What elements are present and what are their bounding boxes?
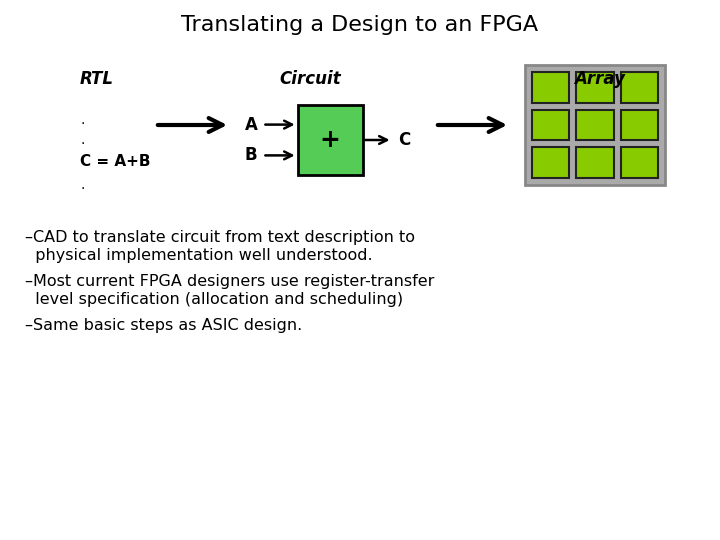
Text: –Same basic steps as ASIC design.: –Same basic steps as ASIC design. [25, 318, 302, 333]
Text: –Most current FPGA designers use register-transfer: –Most current FPGA designers use registe… [25, 274, 434, 289]
Bar [621, 72, 658, 103]
Text: RTL: RTL [80, 70, 114, 88]
Bar [621, 110, 658, 140]
Text: Circuit: Circuit [279, 70, 341, 88]
Text: –CAD to translate circuit from text description to: –CAD to translate circuit from text desc… [25, 230, 415, 245]
Text: .: . [80, 133, 84, 147]
Text: C = A+B: C = A+B [80, 154, 150, 170]
Text: physical implementation well understood.: physical implementation well understood. [25, 248, 373, 263]
Text: +: + [320, 128, 341, 152]
Text: C: C [398, 131, 410, 149]
Bar [576, 110, 613, 140]
Text: B: B [245, 146, 258, 164]
Text: Array: Array [575, 70, 626, 88]
Bar [532, 147, 570, 178]
Text: .: . [80, 113, 84, 127]
Bar [297, 105, 362, 175]
Bar [576, 147, 613, 178]
Bar [621, 147, 658, 178]
Text: A: A [245, 116, 258, 133]
Text: .: . [80, 178, 84, 192]
Bar [525, 65, 665, 185]
Text: level specification (allocation and scheduling): level specification (allocation and sche… [25, 292, 403, 307]
Bar [532, 110, 570, 140]
Text: Translating a Design to an FPGA: Translating a Design to an FPGA [181, 15, 539, 35]
Bar [532, 72, 570, 103]
Bar [576, 72, 613, 103]
